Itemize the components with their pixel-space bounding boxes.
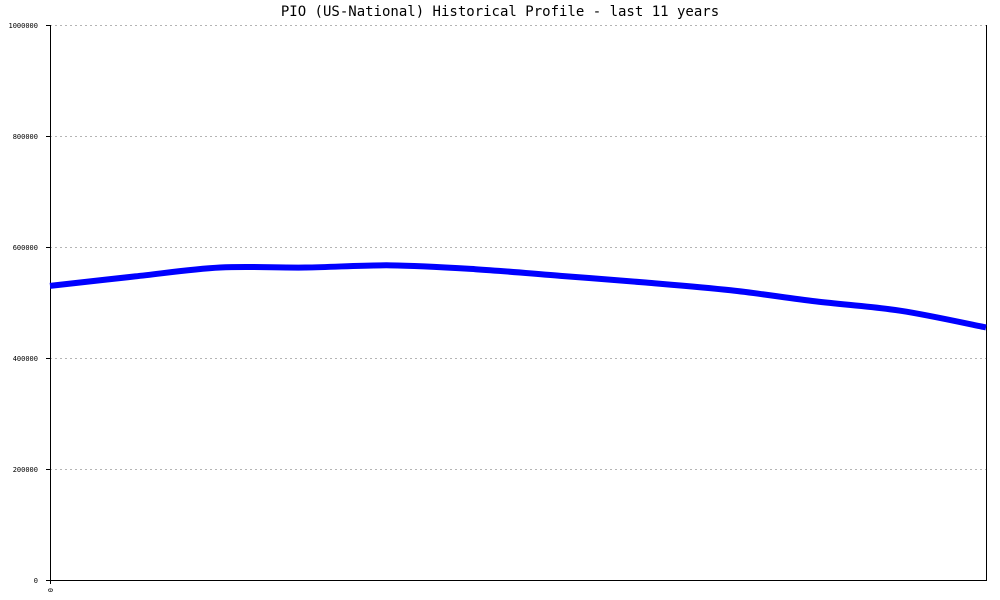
y-tick-label: 200000	[13, 466, 38, 474]
y-tick-label: 800000	[13, 133, 38, 141]
series-line-0	[50, 265, 986, 327]
y-tick-label: 1000000	[8, 22, 38, 30]
y-tick-label: 600000	[13, 244, 38, 252]
x-tick-label: 0	[47, 588, 55, 592]
y-tick-label: 400000	[13, 355, 38, 363]
y-axis-tick-labels: 0 200000 400000 600000 800000 1000000	[8, 22, 38, 585]
x-axis-tick-labels: 0	[47, 588, 55, 592]
series-lines	[50, 265, 986, 327]
y-tick-label: 0	[34, 577, 38, 585]
grid-lines	[50, 26, 986, 470]
